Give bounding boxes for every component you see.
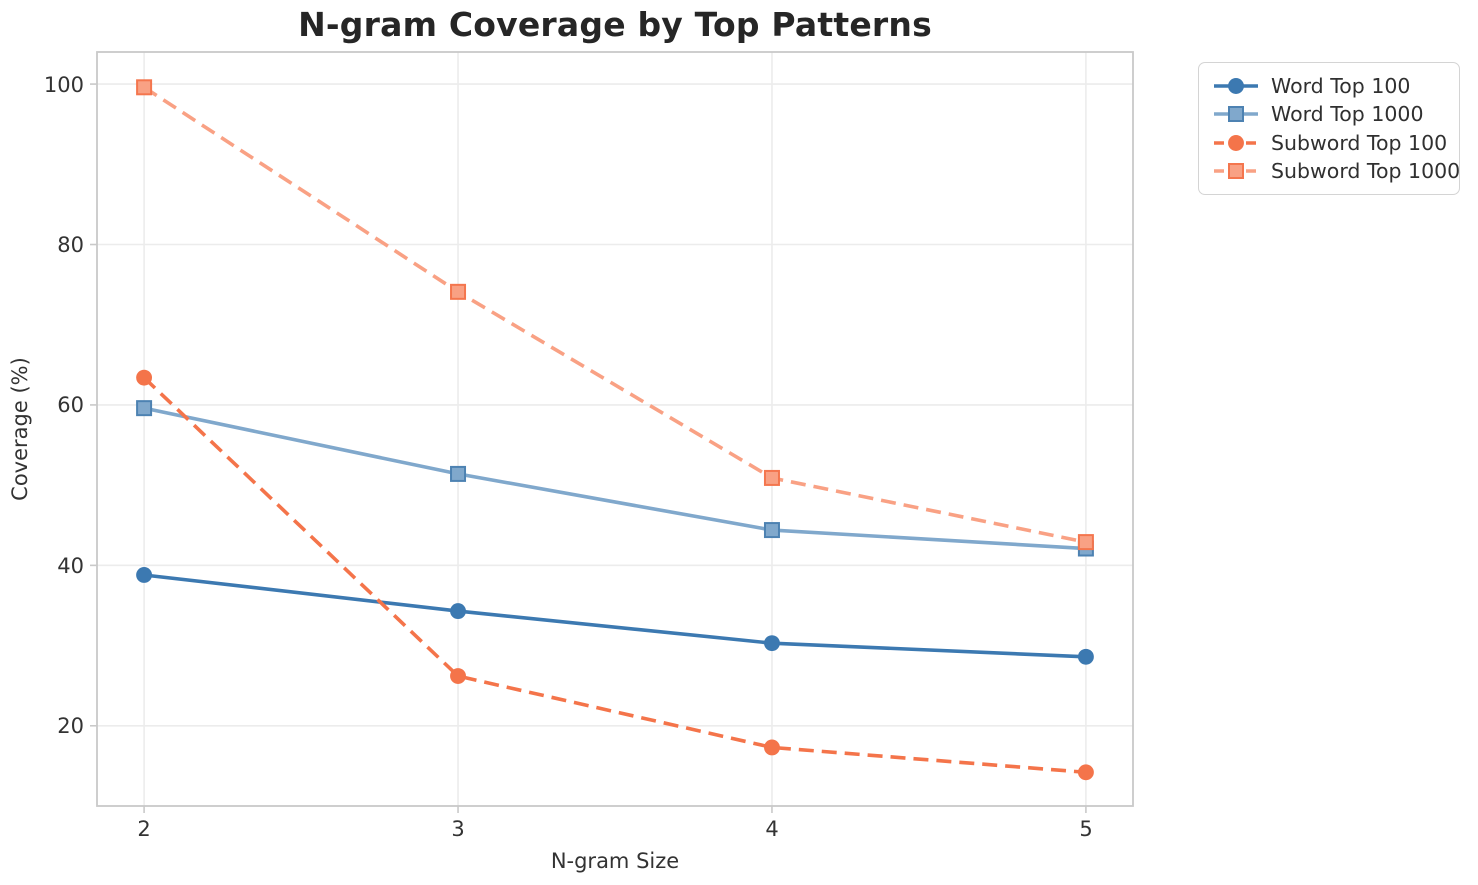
y-tick-label: 100 — [43, 73, 84, 97]
series-line-word-top-1000 — [143, 406, 1087, 551]
legend-item: Word Top 1000 — [1212, 101, 1446, 127]
data-point-word-top-100 — [1077, 648, 1094, 665]
data-point-subword-top-100 — [136, 369, 153, 386]
y-tick-label: 60 — [57, 393, 84, 417]
legend-label: Word Top 100 — [1271, 74, 1411, 98]
data-point-subword-top-100 — [764, 739, 780, 756]
x-tick-label: 4 — [765, 817, 779, 841]
data-point-subword-top-1000 — [763, 469, 780, 486]
data-point-subword-top-100 — [450, 668, 466, 685]
legend-item: Subword Top 100 — [1212, 130, 1448, 156]
legend-label: Subword Top 1000 — [1271, 158, 1461, 183]
chart-title: N-gram Coverage by Top Patterns — [298, 5, 932, 44]
y-tick-label: 80 — [57, 233, 84, 257]
data-point-word-top-100 — [764, 635, 780, 652]
x-tick-label: 2 — [137, 817, 151, 841]
data-point-word-top-1000 — [763, 522, 780, 539]
legend-item: Word Top 100 — [1212, 73, 1446, 99]
data-point-word-top-1000 — [136, 400, 153, 417]
y-tick-label: 40 — [57, 554, 84, 578]
series-line-subword-top-100 — [142, 376, 1087, 775]
data-point-subword-top-1000 — [136, 79, 153, 96]
plot-border — [96, 51, 1134, 807]
y-axis-label: Coverage (%) — [8, 357, 32, 501]
data-point-word-top-1000 — [450, 465, 467, 482]
data-point-word-top-100 — [136, 567, 153, 583]
data-point-word-top-100 — [450, 603, 466, 620]
data-point-subword-top-1000 — [1077, 534, 1094, 551]
legend-line-marker-icon — [1214, 106, 1258, 123]
x-tick-label: 5 — [1079, 817, 1093, 841]
legend-line-marker-icon — [1214, 162, 1258, 179]
legend: Word Top 100 Word Top 1000 Subword Top 1… — [1198, 62, 1460, 195]
series-line-word-top-100 — [143, 573, 1086, 659]
legend-line-marker-icon — [1214, 78, 1258, 94]
legend-label: Word Top 1000 — [1271, 102, 1424, 127]
legend-item: Subword Top 1000 — [1212, 158, 1460, 184]
legend-label: Subword Top 100 — [1271, 130, 1448, 155]
data-point-subword-top-1000 — [450, 283, 467, 300]
legend-line-marker-icon — [1214, 134, 1258, 151]
x-axis-label: N-gram Size — [550, 849, 680, 873]
y-tick-label: 20 — [57, 714, 84, 738]
series-line-subword-top-1000 — [143, 85, 1087, 544]
data-point-subword-top-100 — [1077, 764, 1094, 781]
x-tick-label: 3 — [451, 817, 465, 841]
